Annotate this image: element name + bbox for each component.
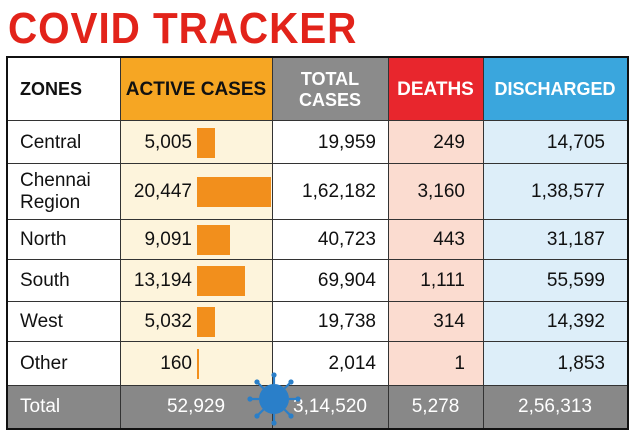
deaths-value: 443 (388, 220, 483, 260)
active-cases-bar (197, 349, 199, 379)
covid-table: ZONES ACTIVE CASES TOTAL CASES DEATHS DI… (6, 56, 629, 430)
total-cases-value: 1,62,182 (272, 164, 388, 220)
zone-name: West (8, 302, 120, 342)
active-cases-bar (197, 307, 215, 337)
total-cases-value: 69,904 (272, 260, 388, 302)
deaths-value: 1 (388, 342, 483, 386)
column-divider (388, 58, 389, 428)
active-cases-bar (197, 225, 230, 255)
active-cases-value: 160 (160, 353, 192, 374)
active-cases-bar (197, 177, 271, 207)
coronavirus-icon (247, 372, 301, 426)
total-row-label: Total (20, 396, 61, 417)
deaths-value: 249 (388, 121, 483, 164)
zone-name: Other (8, 342, 120, 386)
zone-name: Central (8, 121, 120, 164)
header-total-cases: TOTAL CASES (272, 58, 388, 121)
total-cases-value: 19,959 (272, 121, 388, 164)
header-active-cases: ACTIVE CASES (120, 58, 272, 121)
total-row-total: 3,14,520 (293, 396, 367, 417)
column-divider (483, 58, 484, 428)
total-row-active: 52,929 (166, 396, 226, 417)
active-cases-value: 9,091 (144, 229, 192, 250)
row-divider (8, 341, 627, 342)
column-divider (120, 58, 121, 428)
deaths-value: 314 (388, 302, 483, 342)
row-divider (8, 385, 627, 386)
discharged-value: 1,38,577 (483, 164, 627, 220)
header-deaths: DEATHS (388, 58, 483, 121)
total-cases-value: 40,723 (272, 220, 388, 260)
discharged-value: 14,392 (483, 302, 627, 342)
page-title: COVID TRACKER (8, 4, 358, 53)
active-cases-value: 13,194 (133, 270, 192, 291)
deaths-value: 1,111 (388, 260, 483, 302)
row-divider (8, 259, 627, 260)
active-cases-cell: 13,194 (120, 260, 272, 302)
total-cases-value: 2,014 (272, 342, 388, 386)
total-row-discharged: 2,56,313 (518, 396, 592, 417)
zone-name: North (8, 220, 120, 260)
total-cases-value: 19,738 (272, 302, 388, 342)
active-cases-bar (197, 128, 215, 158)
header-divider (8, 120, 627, 121)
active-cases-value: 20,447 (133, 181, 192, 202)
row-divider (8, 219, 627, 220)
discharged-value: 55,599 (483, 260, 627, 302)
header-total-cases-label: TOTAL CASES (298, 68, 361, 110)
active-cases-cell: 9,091 (120, 220, 272, 260)
row-divider (8, 301, 627, 302)
active-cases-bar (197, 266, 245, 296)
header-discharged: DISCHARGED (483, 58, 627, 121)
total-row-deaths: 5,278 (411, 396, 460, 417)
active-cases-cell: 5,005 (120, 121, 272, 164)
active-cases-cell: 160 (120, 342, 272, 386)
header-zones: ZONES (8, 58, 120, 121)
row-divider (8, 163, 627, 164)
active-cases-value: 5,005 (144, 131, 192, 153)
active-cases-value: 5,032 (144, 311, 192, 332)
discharged-value: 1,853 (483, 342, 627, 386)
active-cases-cell: 5,032 (120, 302, 272, 342)
zone-name: Chennai Region (8, 164, 120, 220)
deaths-value: 3,160 (388, 164, 483, 220)
table-grid: ZONES ACTIVE CASES TOTAL CASES DEATHS DI… (8, 58, 627, 428)
total-row: Total 52,929 3,14,520 5,278 2,56,313 (8, 386, 627, 428)
zone-name: South (8, 260, 120, 302)
discharged-value: 14,705 (483, 121, 627, 164)
discharged-value: 31,187 (483, 220, 627, 260)
column-divider (272, 58, 273, 428)
active-cases-cell: 20,447 (120, 164, 272, 220)
